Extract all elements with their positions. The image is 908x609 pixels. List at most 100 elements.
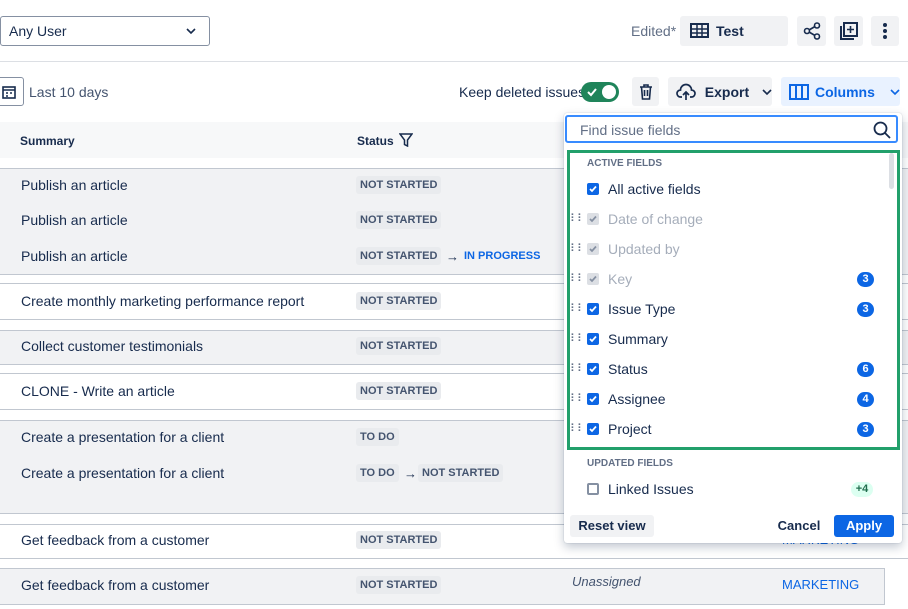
status-lozenge: NOT STARTED [356,382,442,400]
chevron [762,88,772,95]
row-group [0,568,885,605]
date-button[interactable] [0,77,24,106]
summary: Create monthly marketing performance rep… [21,293,305,309]
project[interactable]: MARKETING [782,577,860,592]
reset-button[interactable]: Reset view [570,515,654,537]
checkbox [587,243,599,255]
checkbox[interactable] [587,363,599,375]
check [589,245,597,253]
columns-button[interactable]: Columns [781,77,900,106]
field-label: Project [608,421,652,437]
export-text: Export [704,83,750,100]
checkbox [587,273,599,285]
drag-handle: ⠇⠇ [570,363,585,375]
copy-icon [839,22,858,40]
check [589,395,597,403]
field-label: Key [608,271,633,287]
keep-deleted-label: Keep deleted issues [459,84,586,100]
active-fields-highlight [567,150,900,450]
edited-label: Edited* [631,23,677,39]
trash-button[interactable] [632,77,659,106]
summary: Publish an article [21,248,128,264]
status-lozenge: NOT STARTED [356,576,442,594]
field-badge: +4 [851,482,873,497]
drag-handle: ⠇⠇ [570,393,585,405]
header-status: Status [357,134,394,148]
check [589,305,597,313]
summary: Create a presentation for a client [21,429,225,445]
check [589,275,597,283]
export-button[interactable]: Export [668,77,772,106]
field-label: Date of change [608,211,703,227]
drag-handle: ⠇⠇ [570,303,585,315]
view-name: Test [716,23,744,39]
check [589,365,597,373]
drag-handle: ⠇⠇ [570,423,585,435]
calendar-icon [2,85,16,99]
checkbox[interactable] [587,483,599,495]
summary: Create a presentation for a client [21,465,225,481]
field-label: Issue Type [608,301,676,317]
checkbox[interactable] [587,183,599,195]
status-lozenge: NOT STARTED [356,337,442,355]
divider [0,61,908,62]
field-label: Status [608,361,648,377]
field-search[interactable]: Find issue fields [565,115,898,143]
share-icon [803,22,820,40]
summary: Publish an article [21,177,128,193]
view-button[interactable]: Test [680,16,788,46]
search-placeholder: Find issue fields [580,122,681,138]
arrow: → [404,466,417,481]
next-status: IN PROGRESS [464,250,541,262]
share-button[interactable] [797,16,826,46]
checkbox [587,213,599,225]
status-lozenge: TO DO [356,428,399,446]
check [589,425,597,433]
cancel-button[interactable]: Cancel [777,518,821,533]
check [589,215,597,223]
checkbox[interactable] [587,333,599,345]
user-filter-text: Any User [9,23,67,39]
scrollbar [889,153,894,189]
arrow: → [446,249,459,264]
summary: Get feedback from a customer [21,577,210,593]
status-lozenge: NOT STARTED [356,176,442,194]
date-range: Last 10 days [29,84,109,100]
header-summary: Summary [20,134,75,148]
columns-popup: Find issue fields ACTIVE FIELDS UPDATED … [564,113,902,543]
checkbox[interactable] [587,303,599,315]
columns-icon [789,83,809,100]
user-filter[interactable]: Any User [0,16,210,46]
summary: Get feedback from a customer [21,532,210,548]
summary: Publish an article [21,212,128,228]
table-icon [690,23,709,38]
next-status: NOT STARTED [418,464,504,482]
checkbox[interactable] [587,423,599,435]
more-button[interactable] [871,16,899,46]
field-badge: 6 [857,362,874,377]
status-lozenge: TO DO [356,464,399,482]
chevron [186,28,196,35]
field-label: Assignee [608,391,666,407]
status-lozenge: NOT STARTED [356,211,442,229]
more-icon [883,23,887,39]
trash-icon [639,83,652,100]
assignee: Unassigned [572,574,641,589]
search-icon [873,121,891,139]
field-label: Linked Issues [608,481,694,497]
field-label: Updated by [608,241,680,257]
summary: CLONE - Write an article [21,383,175,399]
copy-button[interactable] [834,16,863,46]
apply-button[interactable]: Apply [834,515,894,537]
active-title: ACTIVE FIELDS [587,158,663,169]
chevron [890,88,900,95]
field-badge: 3 [857,302,874,317]
checkbox[interactable] [587,393,599,405]
drag-handle: ⠇⠇ [570,273,585,285]
drag-handle: ⠇⠇ [570,243,585,255]
filter-icon[interactable] [399,133,413,147]
keep-deleted-toggle[interactable] [581,82,619,102]
columns-text: Columns [815,83,875,100]
field-badge: 3 [857,272,874,287]
